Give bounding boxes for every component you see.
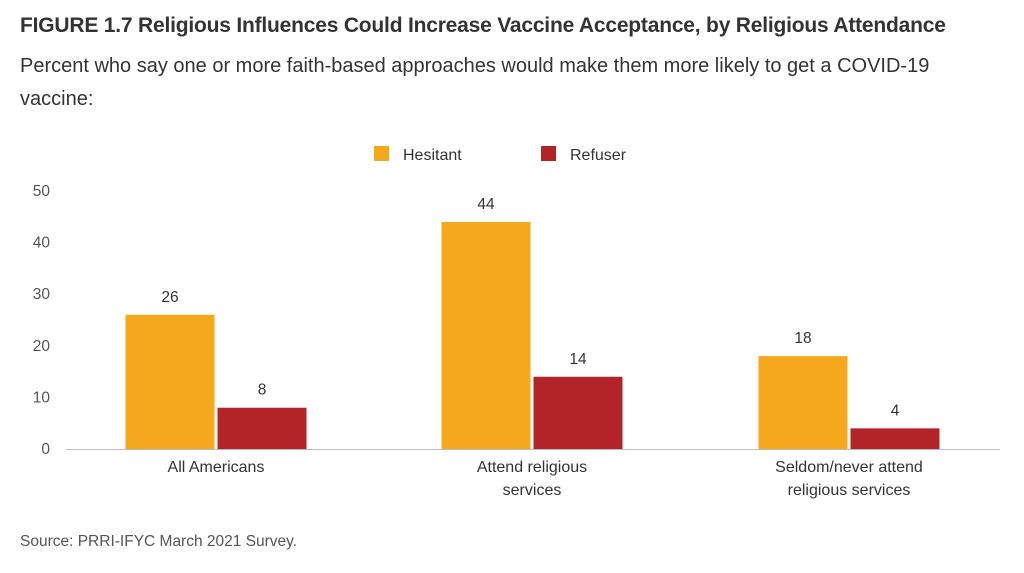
y-tick-label: 40 (33, 235, 51, 252)
category-label: All Americans (168, 459, 265, 476)
category-label: Attend religious (477, 459, 587, 476)
category-label: Seldom/never attend (775, 459, 923, 476)
bar-hesitant (758, 356, 848, 449)
bars: 26 8 44 14 18 4 (125, 196, 940, 449)
y-tick-label: 50 (33, 183, 51, 200)
bar-refuser (533, 376, 623, 449)
y-axis: 0 10 20 30 40 50 (33, 183, 51, 458)
data-label: 8 (258, 382, 267, 399)
chart-title: FIGURE 1.7 Religious Influences Could In… (20, 14, 946, 37)
y-tick-label: 10 (33, 389, 51, 406)
y-tick-label: 30 (33, 286, 51, 303)
legend-label-refuser: Refuser (570, 147, 627, 164)
data-label: 26 (161, 289, 178, 306)
legend-swatch-hesitant (374, 146, 389, 161)
bar-refuser (850, 428, 940, 449)
bar-refuser (217, 407, 307, 449)
category-label: religious services (788, 482, 911, 499)
bar-hesitant (441, 221, 531, 449)
data-label: 44 (477, 196, 495, 213)
category-label: services (503, 482, 562, 499)
data-label: 18 (794, 330, 811, 347)
y-tick-label: 0 (41, 441, 50, 458)
chart-subtitle: Percent who say one or more faith-based … (20, 55, 930, 110)
legend-swatch-refuser (541, 146, 556, 161)
bar-hesitant (125, 314, 215, 449)
legend-label-hesitant: Hesitant (403, 147, 462, 164)
y-tick-label: 20 (33, 338, 51, 355)
legend: Hesitant Refuser (374, 146, 627, 164)
x-axis: All Americans Attend religious services Sel… (66, 449, 1000, 499)
source-note: Source: PRRI-IFYC March 2021 Survey. (20, 533, 298, 550)
data-label: 4 (891, 402, 900, 419)
data-label: 14 (569, 351, 587, 368)
